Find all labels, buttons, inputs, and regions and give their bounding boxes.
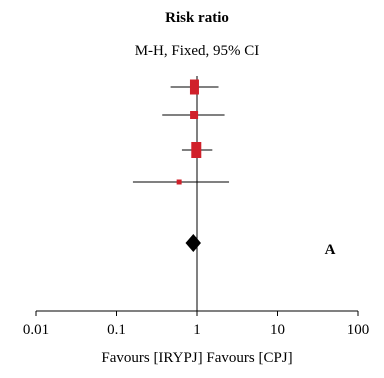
x-tick-label: 0.1: [107, 322, 126, 338]
study-effect-box: [190, 111, 199, 119]
x-tick-label: 1: [193, 322, 201, 338]
panel-label: A: [325, 242, 336, 258]
study-effect-box: [191, 142, 202, 158]
x-tick-label: 100: [347, 322, 370, 338]
pooled-estimate-diamond: [185, 234, 201, 252]
x-axis-label: Favours [IRYPJ] Favours [CPJ]: [101, 350, 292, 366]
chart-title: Risk ratio: [165, 10, 229, 26]
x-axis-ticks: 0.01 0.1 1 10 100: [23, 311, 369, 338]
study-effect-box: [176, 179, 182, 185]
x-tick-label: 10: [270, 322, 285, 338]
chart-subtitle: M-H, Fixed, 95% CI: [135, 43, 260, 59]
study-effect-box: [189, 79, 199, 95]
x-tick-label: 0.01: [23, 322, 49, 338]
chart-marks: [132, 76, 230, 311]
